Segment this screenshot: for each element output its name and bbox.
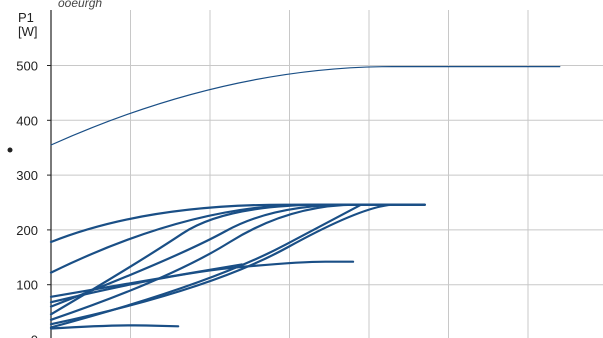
series-line-7 [49,203,363,329]
y-axis-label-line2: [W] [18,24,38,39]
axes [47,10,52,338]
y-tick-label-2: 200 [16,223,38,238]
y-tick-label-0: 0 [31,333,38,338]
series-group [49,66,561,330]
top-label: ooeurgh [58,0,102,10]
series-line-9 [49,263,243,298]
series-line-0 [50,66,561,146]
series-line-5 [49,203,426,321]
y-axis-label-line1: P1 [18,10,34,25]
series-line-3 [49,203,426,316]
y-tick-label-3: 300 [16,168,38,183]
series-line-10 [49,324,180,330]
series-line-1 [49,203,426,244]
y-tick-label-4: 400 [16,113,38,128]
y-tick-label-5: 500 [16,59,38,74]
marker-dot [7,147,13,153]
series-line-4 [49,203,426,308]
labels-group: 0 100 200 300 400 500 [16,59,38,338]
series-line-8 [49,260,355,304]
y-tick-label-1: 100 [16,278,38,293]
